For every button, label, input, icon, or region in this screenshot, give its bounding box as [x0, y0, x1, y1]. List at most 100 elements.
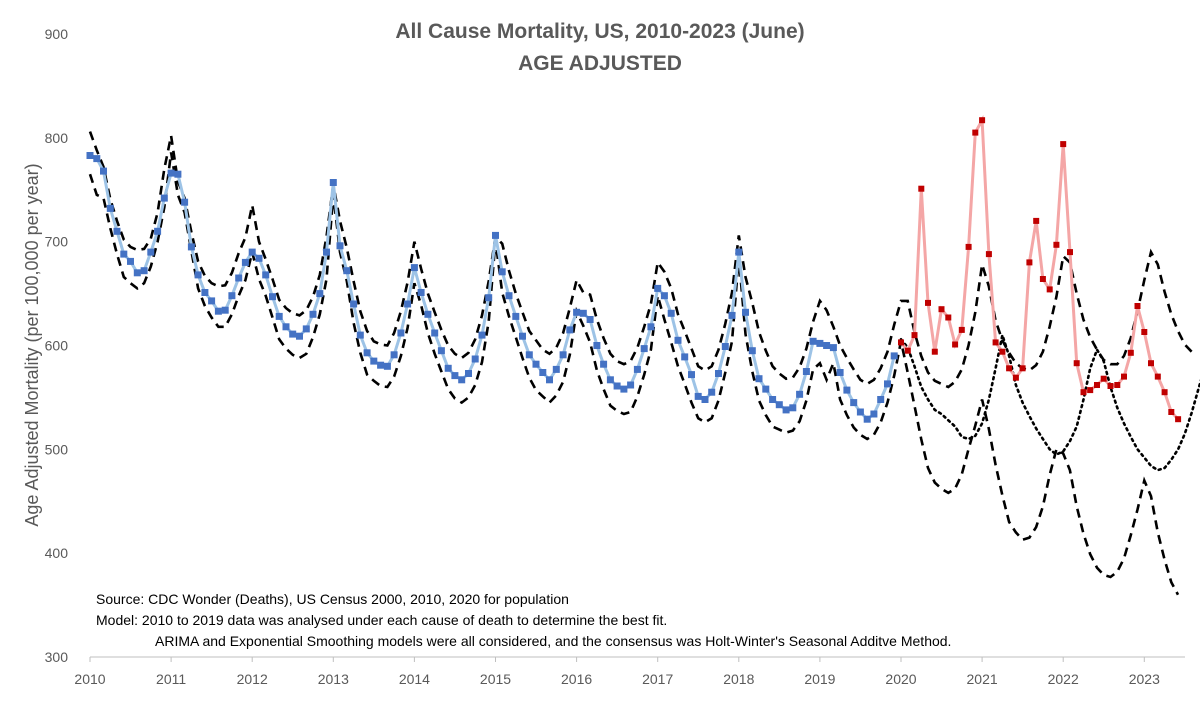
data-point [579, 309, 587, 317]
x-tick-label: 2012 [237, 671, 268, 687]
data-point [836, 369, 844, 376]
data-point [633, 365, 641, 373]
series-layer [86, 114, 1200, 596]
data-point [316, 290, 324, 298]
data-point [228, 292, 236, 300]
data-point [194, 271, 202, 279]
data-point [721, 343, 729, 350]
data-point [363, 349, 371, 357]
data-point [586, 316, 594, 323]
data-point [890, 352, 898, 360]
data-point [498, 268, 506, 276]
data-point [782, 406, 790, 414]
data-point [573, 308, 581, 316]
data-point [282, 323, 290, 331]
data-point [877, 396, 885, 403]
data-point [86, 152, 94, 159]
data-point [1154, 373, 1161, 380]
data-point [505, 292, 513, 300]
data-point [512, 312, 520, 320]
data-point [262, 271, 270, 279]
data-point [275, 312, 283, 320]
data-point [350, 300, 358, 308]
chart-title: All Cause Mortality, US, 2010-2023 (June… [395, 20, 804, 43]
data-point [762, 385, 770, 393]
x-tick-label: 2013 [318, 671, 349, 687]
data-point [660, 292, 668, 300]
data-point [647, 323, 655, 331]
data-point [1094, 382, 1100, 388]
data-point [1141, 329, 1148, 335]
data-point [241, 258, 249, 266]
data-point [606, 376, 614, 384]
data-point [248, 248, 256, 256]
y-tick-label: 900 [45, 26, 69, 42]
data-point [1087, 387, 1094, 394]
data-point [377, 361, 385, 369]
data-point [742, 308, 749, 316]
data-point [100, 167, 107, 175]
data-point [255, 254, 263, 262]
data-point [1073, 360, 1080, 367]
data-point [674, 336, 682, 344]
data-point [296, 332, 303, 340]
data-point [701, 396, 709, 403]
data-point [1100, 375, 1107, 382]
model-note: Model: 2010 to 2019 data was analysed un… [96, 612, 667, 628]
data-point [1012, 374, 1019, 381]
data-point [1026, 259, 1033, 266]
data-point [1060, 141, 1067, 148]
data-point [214, 307, 222, 315]
data-point [269, 293, 276, 301]
data-point [789, 404, 797, 412]
data-point [465, 370, 472, 377]
x-tick-label: 2017 [642, 671, 673, 687]
x-tick-label: 2010 [74, 671, 105, 687]
data-point [958, 326, 965, 333]
x-tick-label: 2022 [1048, 671, 1079, 687]
data-point [1127, 349, 1134, 356]
data-point [127, 257, 134, 265]
data-point [1080, 389, 1087, 396]
y-tick-label: 800 [45, 130, 69, 146]
data-point [478, 331, 486, 339]
data-point [451, 372, 459, 380]
data-point [681, 353, 689, 361]
data-point [863, 415, 871, 423]
data-point [1067, 249, 1073, 256]
data-point [769, 396, 777, 403]
data-point [147, 248, 155, 256]
y-tick-label: 300 [45, 649, 69, 665]
data-point [999, 348, 1006, 355]
data-point [829, 344, 837, 352]
data-point [458, 376, 466, 384]
data-point [329, 179, 337, 186]
y-axis-title: Age Adjusted Mortality (per 100,000 per … [22, 163, 42, 526]
data-point [492, 231, 499, 239]
data-point [748, 347, 756, 355]
data-point [113, 227, 121, 235]
x-axis-ticks: 2010 2011 2012 2013 2014 2015 2016 2017 2018 2019… [74, 657, 1160, 687]
data-point [952, 341, 959, 348]
data-point [431, 329, 439, 337]
data-point [654, 284, 662, 292]
data-point [796, 390, 804, 398]
data-point [133, 269, 141, 277]
data-point [323, 248, 330, 256]
data-point [884, 380, 891, 388]
data-point [289, 330, 297, 338]
data-point [309, 310, 317, 318]
data-point [404, 300, 412, 308]
x-tick-label: 2015 [480, 671, 511, 687]
data-point [174, 170, 182, 178]
bound-line-4 [88, 152, 1180, 596]
data-point [201, 289, 209, 296]
chart-subtitle: AGE ADJUSTED [518, 52, 682, 75]
data-point [755, 375, 763, 383]
x-tick-label: 2021 [967, 671, 998, 687]
data-point [552, 365, 560, 373]
data-point [1175, 416, 1182, 423]
data-point [160, 194, 168, 202]
x-tick-label: 2018 [723, 671, 754, 687]
data-point [1168, 409, 1175, 415]
